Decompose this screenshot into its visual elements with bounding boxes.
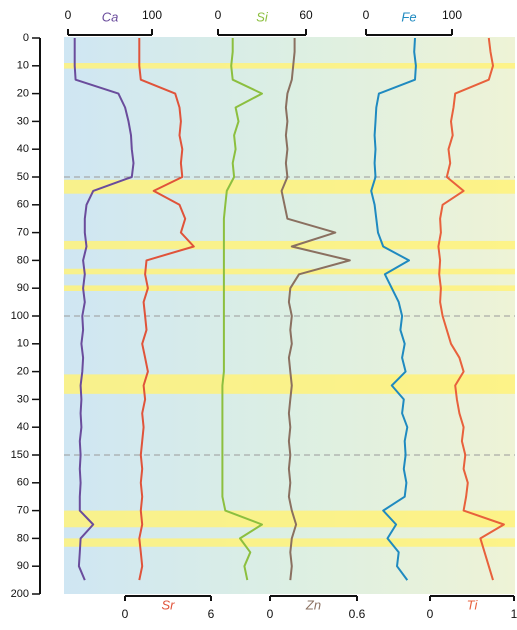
x-tick-label: 100 xyxy=(142,8,162,22)
y-tick-label: 10 xyxy=(17,338,29,350)
y-tick-label: 80 xyxy=(17,532,29,544)
y-tick-label: 150 xyxy=(11,449,29,461)
y-tick-label: 20 xyxy=(17,88,29,100)
x-tick-label: 0 xyxy=(65,8,72,22)
y-tick-label: 50 xyxy=(17,171,29,183)
series-line xyxy=(370,37,417,581)
x-tick-label: 0 xyxy=(267,607,274,621)
y-tick-label: 70 xyxy=(17,227,29,239)
x-tick-label: 1 xyxy=(511,607,517,621)
series-line xyxy=(138,38,195,581)
x-tick-label: 0 xyxy=(122,607,129,621)
highlight-band xyxy=(64,240,515,250)
y-tick-label: 70 xyxy=(17,505,29,517)
y-tick-label: 90 xyxy=(17,560,29,572)
highlight-band xyxy=(64,63,515,69)
y-tick-label: 0 xyxy=(23,32,29,44)
x-tick-label: 0.6 xyxy=(349,607,366,621)
series-name: Ca xyxy=(102,9,119,24)
series-line xyxy=(221,38,263,581)
x-tick-label: 60 xyxy=(299,8,313,22)
y-tick-label: 40 xyxy=(17,143,29,155)
x-tick-label: 0 xyxy=(215,8,222,22)
y-tick-label: 20 xyxy=(17,366,29,378)
x-tick-label: 6 xyxy=(208,607,215,621)
series-name: Fe xyxy=(401,9,416,24)
y-tick-label: 30 xyxy=(17,393,29,405)
series-name: Sr xyxy=(162,597,176,612)
y-tick-label: 60 xyxy=(17,477,29,489)
y-tick-label: 100 xyxy=(11,310,29,322)
series-line xyxy=(280,38,351,581)
series-line xyxy=(437,37,505,581)
series-name: Si xyxy=(256,9,269,24)
y-tick-label: 200 xyxy=(11,588,29,600)
y-tick-label: 80 xyxy=(17,254,29,266)
highlight-band xyxy=(64,510,515,528)
y-tick-label: 60 xyxy=(17,199,29,211)
y-tick-label: 90 xyxy=(17,282,29,294)
highlight-band xyxy=(64,374,515,394)
highlight-band xyxy=(64,268,515,275)
highlight-band xyxy=(64,179,515,194)
x-tick-label: 100 xyxy=(442,8,462,22)
series-line xyxy=(73,38,135,581)
y-tick-label: 10 xyxy=(17,60,29,72)
series-name: Ti xyxy=(467,597,479,612)
series-name: Zn xyxy=(305,597,321,612)
x-tick-label: 0 xyxy=(427,607,434,621)
y-tick-label: 40 xyxy=(17,421,29,433)
highlight-band xyxy=(64,538,515,547)
y-tick-label: 30 xyxy=(17,115,29,127)
x-tick-label: 0 xyxy=(363,8,370,22)
